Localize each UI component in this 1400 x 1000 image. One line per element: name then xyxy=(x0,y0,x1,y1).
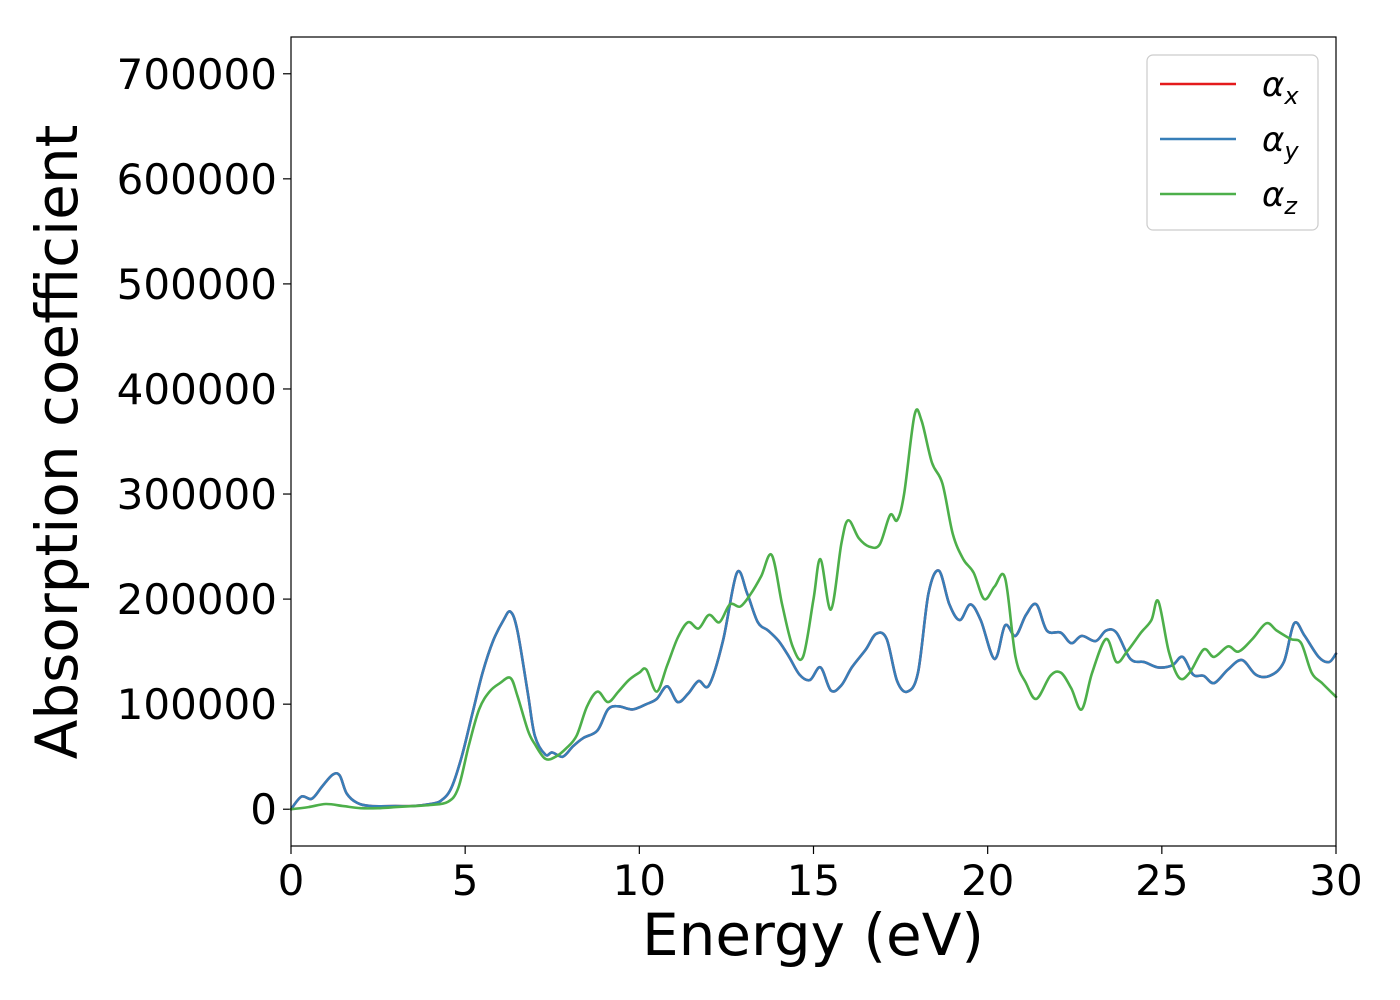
x-tick-label: 5 xyxy=(452,856,479,905)
y-tick-label: 300000 xyxy=(117,470,277,519)
y-tick-label: 200000 xyxy=(117,575,277,624)
y-axis-title: Absorption coefficient xyxy=(23,125,91,760)
y-tick-label: 400000 xyxy=(117,365,277,414)
legend-subscript: y xyxy=(1283,137,1299,165)
legend-label-y: αy xyxy=(1262,120,1299,165)
series-line-z xyxy=(289,408,1338,811)
legend-label-z: αz xyxy=(1262,175,1298,220)
legend-symbol: α xyxy=(1262,65,1284,105)
x-tick-label: 0 xyxy=(278,856,305,905)
series-line-y xyxy=(289,569,1338,811)
legend-frame xyxy=(1146,54,1319,231)
y-tick-label: 500000 xyxy=(117,260,277,309)
x-axis-title: Energy (eV) xyxy=(642,901,984,969)
x-tick-label: 25 xyxy=(1135,856,1188,905)
legend-subscript: x xyxy=(1283,82,1299,110)
y-tick-label: 600000 xyxy=(117,155,277,204)
y-tick-label: 100000 xyxy=(117,680,277,729)
y-tick-label: 700000 xyxy=(117,50,277,99)
x-tick-label: 15 xyxy=(787,856,840,905)
x-tick-label: 20 xyxy=(961,856,1014,905)
y-tick-label: 0 xyxy=(250,785,277,834)
plot-frame xyxy=(290,36,1337,847)
x-tick-label: 30 xyxy=(1309,856,1362,905)
x-tick-label: 10 xyxy=(613,856,666,905)
legend-symbol: α xyxy=(1262,120,1284,160)
legend-subscript: z xyxy=(1283,192,1298,220)
legend-symbol: α xyxy=(1262,175,1284,215)
ticks-layer: 0 5 10 15 20 25 30 0 100000 200000 300000 400000 500… xyxy=(117,50,1363,905)
series-layer xyxy=(289,408,1338,811)
legend-label-x: αx xyxy=(1262,65,1299,110)
